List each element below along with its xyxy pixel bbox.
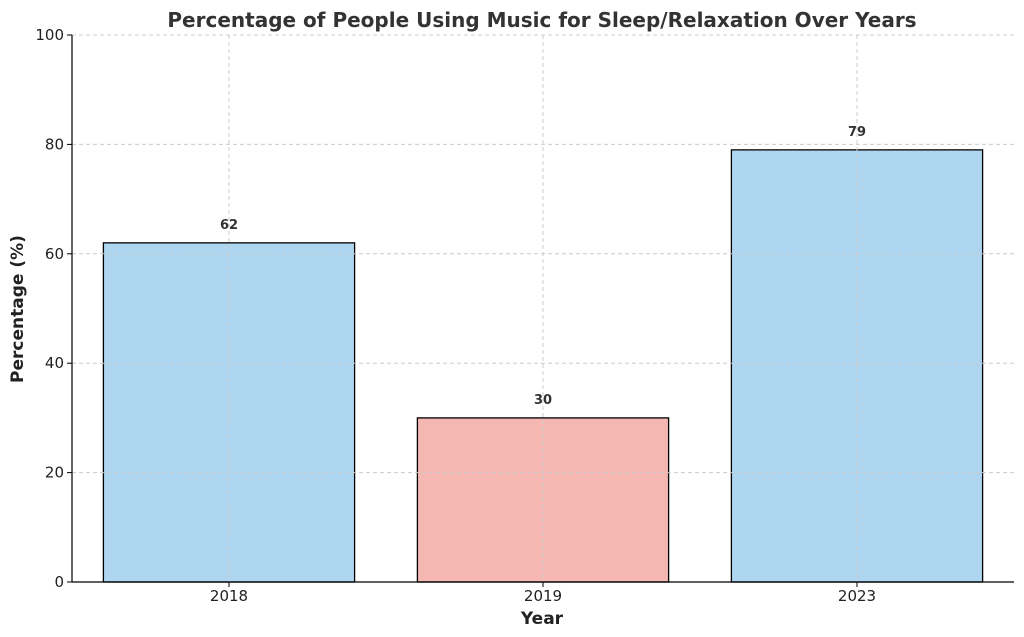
ticks: 0 20 40 60 80 100 2018 2019 2023 bbox=[35, 26, 876, 605]
x-tick-label: 2023 bbox=[838, 587, 876, 605]
y-tick-label: 100 bbox=[35, 26, 64, 44]
y-tick-label: 0 bbox=[54, 573, 64, 591]
data-labels: 62 30 79 bbox=[220, 125, 866, 408]
y-tick-label: 40 bbox=[45, 354, 64, 372]
y-tick-label: 80 bbox=[45, 135, 64, 153]
x-tick-label: 2018 bbox=[210, 587, 248, 605]
data-label: 79 bbox=[848, 125, 866, 140]
y-axis-label: Percentage (%) bbox=[8, 235, 28, 383]
data-label: 62 bbox=[220, 218, 238, 233]
x-axis-label: Year bbox=[520, 609, 564, 629]
chart-title: Percentage of People Using Music for Sle… bbox=[167, 8, 916, 32]
bar-2018 bbox=[102, 242, 356, 583]
y-tick-label: 20 bbox=[45, 464, 64, 482]
y-tick-label: 60 bbox=[45, 245, 64, 263]
data-label: 30 bbox=[534, 393, 552, 408]
x-tick-label: 2019 bbox=[524, 587, 562, 605]
